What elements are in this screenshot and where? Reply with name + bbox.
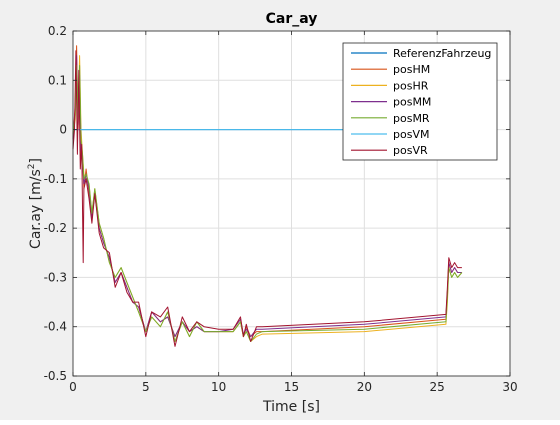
y-tick-label: 0.1	[48, 73, 67, 87]
x-tick-label: 30	[502, 380, 517, 394]
legend-label-posvm: posVM	[393, 128, 429, 141]
series-line-posvr	[72, 50, 462, 347]
x-tick-label: 25	[430, 380, 445, 394]
y-axis-label-main: Car.ay [m/s	[28, 169, 44, 249]
x-tick-label: 15	[284, 380, 299, 394]
y-tick-label: -0.5	[44, 369, 67, 383]
y-tick-label: -0.3	[44, 270, 67, 284]
chart-title: Car_ay	[266, 11, 318, 27]
x-tick-label: 5	[142, 380, 150, 394]
y-tick-label: 0.2	[48, 24, 67, 38]
series-line-posmr	[72, 65, 463, 342]
y-axis-label: Car.ay [m/s2]	[27, 158, 44, 249]
legend-label-posmm: posMM	[393, 96, 431, 109]
x-tick-label: 10	[211, 380, 226, 394]
y-tick-label: -0.2	[44, 221, 67, 235]
series-line-posmm	[72, 55, 462, 338]
legend-label-posvr: posVR	[393, 144, 428, 157]
legend-label-referenzfahrzeug: ReferenzFahrzeug	[393, 47, 491, 60]
x-tick-label: 0	[69, 380, 77, 394]
y-tick-label: 0	[59, 123, 67, 137]
axis-ticks: 0 5 10 15 20 25 30 -0.5 -0.4 -0.3 -0.2 -0.1 0 0.1 0.2	[44, 24, 518, 394]
series-layer	[72, 45, 464, 347]
x-tick-label: 20	[357, 380, 372, 394]
y-tick-label: -0.1	[44, 172, 67, 186]
x-axis-label: Time [s]	[262, 399, 320, 415]
y-axis-label-close: ]	[28, 158, 44, 163]
y-tick-label: -0.4	[44, 320, 67, 334]
legend: ReferenzFahrzeug posHM posHR posMM posMR posV…	[342, 42, 498, 161]
y-axis-label-superscript: 2	[27, 164, 37, 170]
legend-label-posmr: posMR	[393, 112, 430, 125]
legend-label-poshm: posHM	[393, 63, 430, 76]
legend-label-poshr: posHR	[393, 79, 429, 92]
